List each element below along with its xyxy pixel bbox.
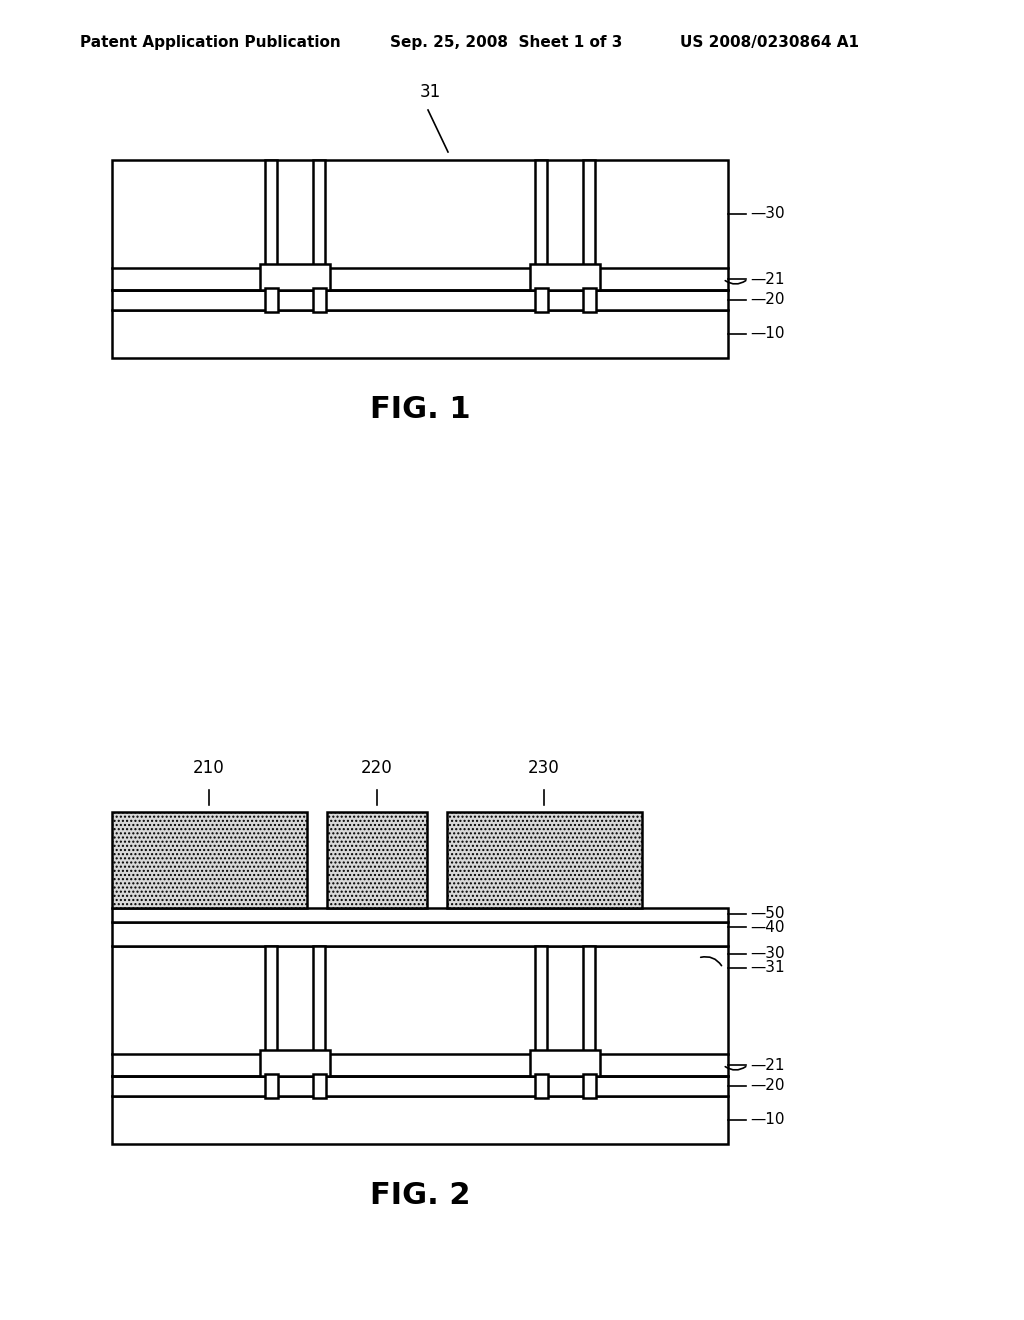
- Text: —30: —30: [750, 946, 784, 961]
- Text: Sep. 25, 2008  Sheet 1 of 3: Sep. 25, 2008 Sheet 1 of 3: [390, 36, 623, 50]
- Bar: [112, 1076, 728, 1096]
- Text: —10: —10: [750, 326, 784, 342]
- Bar: [535, 160, 547, 268]
- Text: 220: 220: [361, 759, 393, 777]
- Text: —20: —20: [750, 293, 784, 308]
- Text: —21: —21: [750, 272, 784, 286]
- Bar: [530, 264, 600, 290]
- Bar: [313, 946, 325, 1053]
- Bar: [535, 946, 547, 1053]
- Bar: [112, 290, 728, 310]
- Bar: [535, 288, 548, 312]
- Bar: [112, 921, 728, 946]
- Text: 230: 230: [528, 759, 560, 777]
- Bar: [583, 160, 595, 268]
- Text: —40: —40: [750, 920, 784, 935]
- Bar: [327, 812, 427, 908]
- Bar: [112, 946, 728, 1076]
- Bar: [313, 288, 326, 312]
- Bar: [265, 946, 278, 1053]
- Text: FIG. 1: FIG. 1: [370, 396, 470, 425]
- Bar: [265, 288, 278, 312]
- Bar: [112, 812, 307, 908]
- Text: US 2008/0230864 A1: US 2008/0230864 A1: [680, 36, 859, 50]
- Bar: [535, 1074, 548, 1098]
- Text: 31: 31: [420, 83, 440, 102]
- Bar: [112, 160, 728, 290]
- Bar: [265, 160, 278, 268]
- Text: Patent Application Publication: Patent Application Publication: [80, 36, 341, 50]
- Text: —20: —20: [750, 1078, 784, 1093]
- Bar: [265, 1074, 278, 1098]
- Text: —30: —30: [750, 206, 784, 222]
- Text: —31: —31: [750, 961, 784, 975]
- Text: 210: 210: [194, 759, 225, 777]
- Bar: [447, 812, 642, 908]
- Text: —50: —50: [750, 907, 784, 921]
- Bar: [583, 946, 595, 1053]
- Bar: [260, 264, 330, 290]
- Text: FIG. 2: FIG. 2: [370, 1180, 470, 1209]
- Bar: [530, 1049, 600, 1076]
- Bar: [260, 1049, 330, 1076]
- Bar: [112, 908, 728, 921]
- Bar: [112, 310, 728, 358]
- Bar: [112, 1096, 728, 1144]
- Text: —10: —10: [750, 1113, 784, 1127]
- Text: —21: —21: [750, 1057, 784, 1072]
- Bar: [583, 1074, 596, 1098]
- Bar: [313, 1074, 326, 1098]
- Bar: [583, 288, 596, 312]
- Bar: [313, 160, 325, 268]
